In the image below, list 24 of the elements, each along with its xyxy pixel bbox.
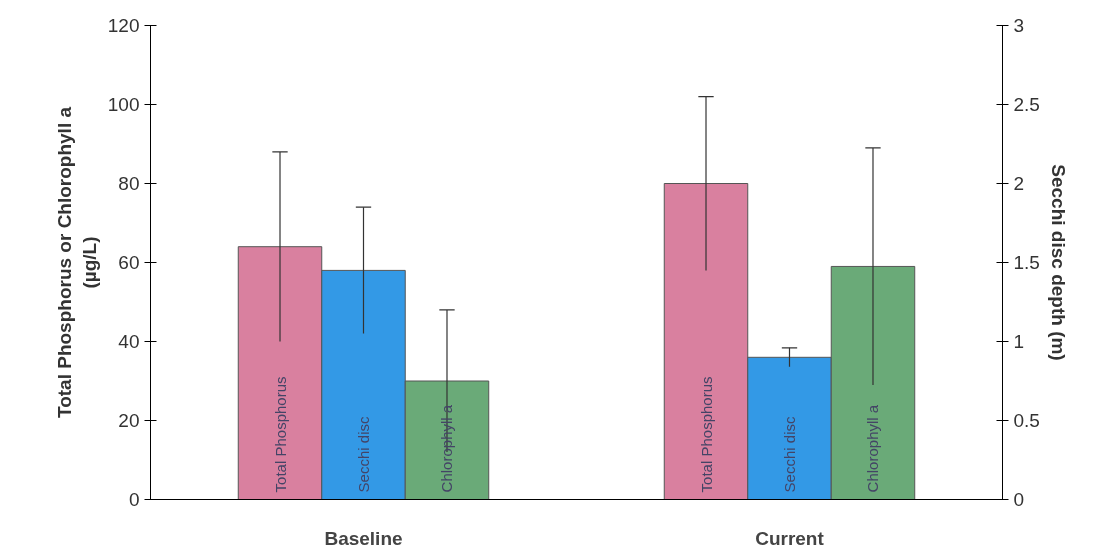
y-axis-title: Total Phosphorus or Chlorophyll a (µg/L): [53, 106, 100, 419]
text: Total Phosphorus: [697, 376, 715, 493]
text: Chlorophyll a: [864, 404, 882, 493]
y-tick-label: 0: [128, 489, 140, 510]
y-tick-label: 100: [107, 94, 140, 115]
y2-tick-label: 0.5: [1013, 410, 1040, 431]
y-tick-label: 80: [118, 173, 140, 194]
y2-tick-label: 1.5: [1013, 252, 1040, 273]
y2-tick-label: 2.5: [1013, 94, 1040, 115]
y-tick-label: 20: [118, 410, 140, 431]
y2-tick-label: 3: [1013, 15, 1025, 36]
y2-tick-label: 2: [1013, 173, 1025, 194]
series-label: Total Phosphorus: [271, 376, 289, 493]
x-tick-label: Current: [755, 527, 825, 549]
y2-axis-title: Secchi disc depth (m): [1047, 164, 1069, 361]
series-label: Secchi disc: [355, 416, 372, 493]
y2-tick-label: 0: [1013, 489, 1025, 510]
y-tick-label: 40: [118, 331, 140, 352]
y-tick-label: 120: [107, 15, 140, 36]
y2-tick-label: 1: [1013, 331, 1025, 352]
y-tick-label: 60: [118, 252, 140, 273]
series-label: Chlorophyll a: [438, 404, 456, 493]
text: Secchi disc: [781, 416, 798, 493]
x-tick-label: Baseline: [324, 527, 403, 549]
